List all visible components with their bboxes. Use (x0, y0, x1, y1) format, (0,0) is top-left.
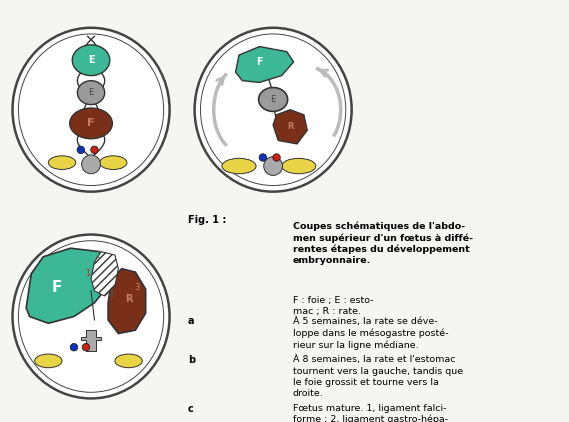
Text: 1: 1 (85, 269, 90, 279)
Circle shape (70, 344, 78, 351)
Text: a: a (188, 316, 194, 327)
Text: À 5 semaines, la rate se déve-
loppe dans le mésogastre posté-
rieur sur la lign: À 5 semaines, la rate se déve- loppe dan… (293, 316, 448, 349)
Text: À 8 semaines, la rate et l'estomac
tournent vers la gauche, tandis que
le foie g: À 8 semaines, la rate et l'estomac tourn… (293, 355, 463, 398)
Ellipse shape (13, 235, 170, 398)
Polygon shape (273, 110, 307, 144)
Text: Coupes schématiques de l'abdo-
men supérieur d'un fœtus à diffé-
rentes étapes d: Coupes schématiques de l'abdo- men supér… (293, 221, 473, 265)
Ellipse shape (100, 156, 127, 170)
Text: E: E (88, 88, 94, 97)
Text: E: E (88, 55, 94, 65)
Text: E: E (270, 95, 276, 104)
Circle shape (82, 344, 90, 351)
Text: b: b (188, 355, 195, 365)
Text: 4: 4 (109, 290, 114, 299)
Polygon shape (26, 248, 112, 323)
Ellipse shape (258, 87, 287, 111)
Polygon shape (81, 330, 101, 351)
Ellipse shape (222, 158, 256, 174)
Text: c: c (188, 403, 193, 414)
Text: 2: 2 (96, 251, 100, 260)
Circle shape (90, 146, 98, 154)
Text: R: R (287, 122, 294, 131)
Polygon shape (91, 252, 118, 296)
Ellipse shape (35, 354, 62, 368)
Ellipse shape (13, 28, 170, 192)
Ellipse shape (282, 158, 316, 174)
Text: R: R (125, 295, 133, 304)
Circle shape (273, 154, 281, 161)
Text: F: F (256, 57, 263, 67)
Ellipse shape (72, 45, 110, 76)
Text: F: F (87, 119, 95, 128)
Circle shape (77, 146, 85, 154)
Ellipse shape (77, 81, 105, 105)
Circle shape (82, 155, 100, 174)
Ellipse shape (48, 156, 76, 170)
Ellipse shape (115, 354, 142, 368)
Ellipse shape (69, 108, 112, 139)
Text: Fœtus mature. 1, ligament falci-
forme ; 2, ligament gastro-hépa-
tique ; 3, gas: Fœtus mature. 1, ligament falci- forme ;… (293, 403, 463, 422)
Polygon shape (236, 46, 294, 82)
Circle shape (263, 157, 282, 176)
Text: 3: 3 (134, 283, 140, 292)
Text: Fig. 1 :: Fig. 1 : (188, 215, 226, 225)
Text: F: F (52, 280, 62, 295)
Polygon shape (108, 269, 146, 333)
Circle shape (259, 154, 267, 161)
Ellipse shape (195, 28, 352, 192)
Text: F : foie ; E : esto-
mac ; R : rate.: F : foie ; E : esto- mac ; R : rate. (293, 296, 373, 316)
